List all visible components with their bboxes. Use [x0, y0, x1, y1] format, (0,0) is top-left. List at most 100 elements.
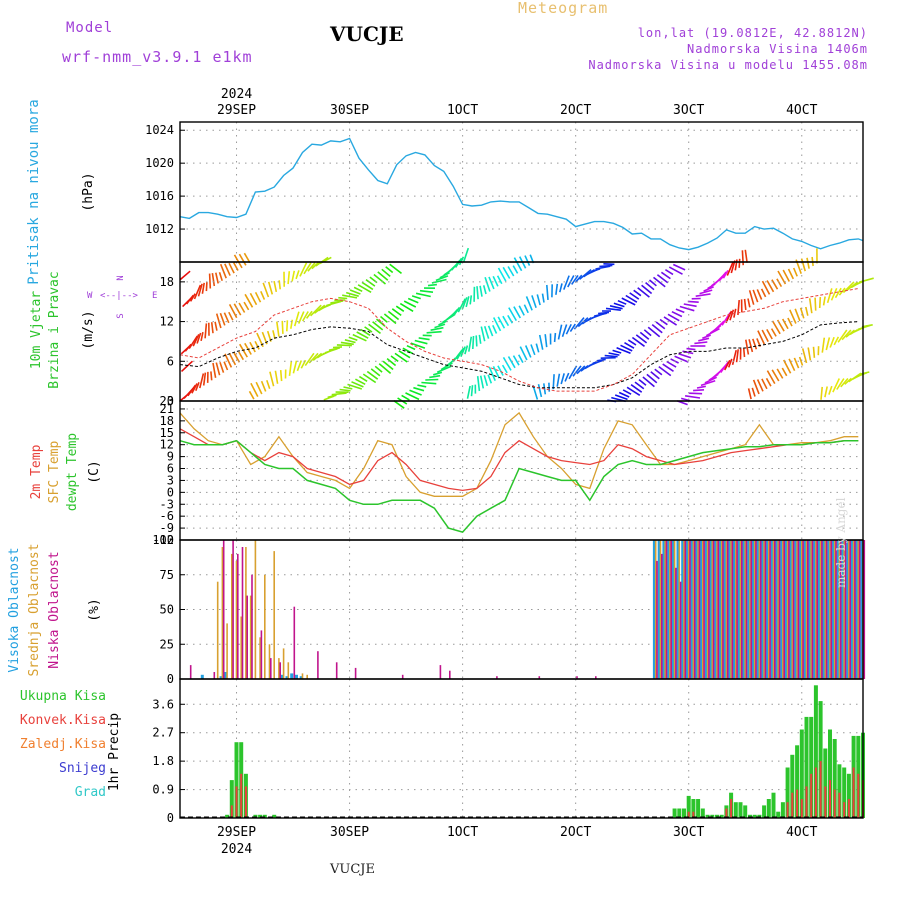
wind-vector [814, 297, 817, 311]
precip-total-bar [748, 814, 752, 818]
wind-vector [787, 268, 795, 280]
wind-vector [196, 332, 202, 344]
wind-vector [390, 355, 399, 363]
wind-vector [671, 310, 683, 318]
precip-total-bar [813, 685, 818, 818]
sfc-temp-label: SFC Temp [47, 441, 62, 504]
precip-total-bar [842, 767, 847, 818]
precip-frozen-label: Zaledj.Kisa [20, 737, 106, 752]
wind-vector [343, 386, 353, 390]
wind-vector [659, 318, 668, 326]
wind-vector [524, 255, 531, 266]
precip-total-bar [696, 799, 701, 818]
wind-vector [694, 341, 708, 345]
wind-vector [357, 284, 372, 293]
wind-vector [224, 263, 231, 276]
precip-conv-bar [814, 767, 817, 818]
wind-vector [723, 359, 731, 371]
wind-vector [560, 373, 565, 385]
wind-vector [502, 266, 511, 279]
wind-vector [501, 364, 508, 374]
precip-total-bar [225, 814, 230, 818]
wind-vector [650, 371, 660, 380]
wind-vector [829, 336, 835, 348]
wind-vector [518, 305, 525, 316]
wind-vector [633, 289, 642, 297]
precip-total-bar [677, 808, 682, 818]
wind-vector [609, 305, 623, 310]
precip-axis-title: 1hr Precip [107, 713, 122, 791]
station-title: VUCJE [330, 22, 404, 46]
wind-vector [564, 372, 570, 382]
wind-vector [311, 261, 320, 270]
wind-vector [421, 381, 437, 385]
precip-conv-bar [829, 780, 831, 818]
y-tick-label: 0 [167, 485, 174, 499]
wind-vector [430, 326, 444, 331]
wind-vector [279, 370, 283, 382]
precip-total-bar [672, 808, 677, 818]
time-tick-label-bottom: 29SEP [217, 825, 256, 840]
wind-vector [788, 358, 796, 372]
wind-vector [604, 354, 618, 358]
precip-conv-bar [687, 811, 690, 818]
wind-vector [361, 281, 374, 291]
wind-vector [826, 288, 833, 304]
wind-vector [704, 376, 718, 384]
panel-frame [179, 121, 864, 263]
wind-vector [770, 328, 777, 337]
wind-vector [462, 247, 470, 263]
wind-vector [410, 342, 426, 349]
wind-vector [605, 307, 621, 311]
wind-vector [478, 334, 482, 344]
wind-vector [249, 341, 256, 353]
wind-vector [617, 299, 627, 305]
wind-vector [332, 346, 343, 349]
wind-vector [273, 280, 278, 293]
wind-vector [484, 277, 491, 292]
wind-vector [577, 317, 589, 328]
wind-vector [651, 323, 663, 334]
temp-2m-series [179, 428, 859, 492]
y-tick-label: 15 [160, 426, 174, 440]
wind-vector [387, 310, 400, 321]
y-tick-label: 2.7 [152, 726, 174, 740]
wind-vector [643, 329, 652, 337]
wind-vector [800, 258, 806, 272]
wind-vector [699, 289, 713, 295]
precip-total-bar [776, 811, 781, 818]
wind-vector [453, 306, 461, 316]
wind-vector [185, 294, 194, 305]
wind-vector [818, 296, 822, 309]
temp-unit: (C) [87, 460, 102, 483]
wind-vector [579, 268, 592, 280]
precip-conv-bar [824, 786, 827, 818]
precip-total-bar [691, 799, 696, 818]
y-tick-label: 1012 [145, 222, 174, 236]
wind-vector [693, 389, 705, 392]
wind-vector [469, 295, 473, 305]
y-tick-label: 12 [160, 315, 174, 329]
wind-vector [603, 263, 615, 266]
wind-vector [546, 284, 549, 300]
wind-vector [805, 306, 809, 316]
wind-vector [781, 367, 788, 377]
wind-vector [747, 298, 751, 308]
wind-vector [561, 324, 568, 338]
wind-vector [744, 249, 748, 263]
pressure-unit: (hPa) [81, 172, 96, 211]
wind-vector [255, 381, 263, 395]
wind-axis-title-2: Brzina i Pravac [47, 271, 62, 388]
wind-vector [460, 346, 466, 358]
compass-north: N [116, 275, 126, 280]
wind-vector [608, 352, 620, 356]
wind-vector [793, 357, 800, 369]
wind-vector [228, 262, 235, 274]
pressure-axis-title: Pritisak na nivou mora [26, 99, 42, 284]
wind-vector [771, 320, 781, 335]
precip-conv-bar [230, 805, 233, 818]
precip-conv-bar [725, 808, 728, 818]
wind-vector [760, 288, 767, 298]
wind-vector [353, 286, 363, 293]
